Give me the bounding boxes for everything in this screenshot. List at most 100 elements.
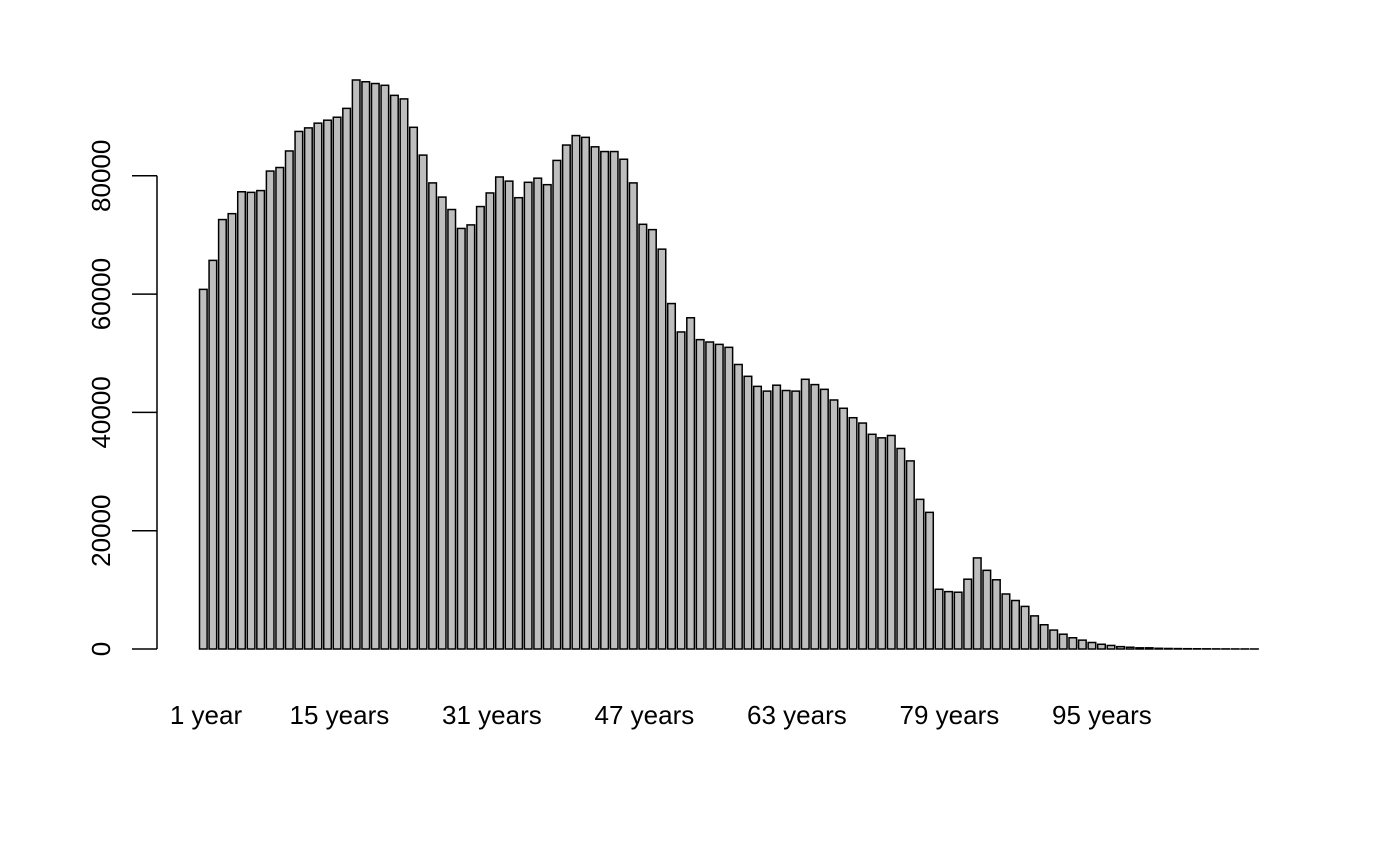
y-tick-label: 40000 [86,376,116,448]
bar [523,181,533,650]
bar [1058,633,1068,650]
x-tick-label: 1 year [170,700,243,730]
bar [772,384,782,650]
bar [848,416,858,650]
bar [982,569,992,650]
bar [886,434,896,650]
bar [762,390,772,650]
bar [838,407,849,650]
bar [924,511,935,650]
bar [428,182,438,650]
bar [504,180,514,650]
bar [657,248,667,650]
bar [686,317,696,650]
bar [1096,643,1107,650]
y-tick-label: 80000 [86,140,116,212]
bar [370,82,380,650]
bar [580,136,591,650]
bar [542,183,552,650]
bar [1135,647,1145,650]
bar [1144,647,1154,650]
bar [332,116,342,650]
bar [571,134,581,650]
bar [638,223,648,650]
x-tick-label: 79 years [900,700,1000,730]
bar [1163,647,1173,650]
bar [1049,629,1059,650]
bar [265,170,275,650]
x-tick-label: 95 years [1052,700,1152,730]
bar [991,579,1001,650]
bar [829,399,839,650]
bar [313,122,323,650]
bar [619,158,629,650]
bar [609,150,619,650]
bar [198,288,208,650]
bar [963,578,973,650]
bar [714,343,724,650]
bar [533,177,543,650]
bar [456,227,466,650]
bar [867,433,877,650]
bar [858,422,868,650]
bar [1106,644,1116,650]
bar [896,447,906,650]
bar [905,460,915,650]
bar [561,144,571,650]
y-tick-label: 20000 [86,495,116,567]
bar [294,130,304,650]
bar [915,498,925,650]
x-tick-label: 47 years [595,700,695,730]
bar [590,146,600,650]
bar [380,84,390,650]
bar [733,363,743,650]
bar [953,591,963,650]
bar [1087,641,1097,650]
bar [600,150,610,650]
bar [361,81,371,650]
bar [418,154,428,650]
bar [676,331,686,650]
y-tick-label: 60000 [86,258,116,330]
bar [628,182,638,650]
bar [724,346,734,650]
bar [342,107,352,650]
bar [437,196,447,650]
bar [705,341,715,650]
bar [695,338,705,650]
bar [399,98,409,650]
bar [246,191,256,650]
bar [475,205,485,650]
bar [781,389,791,650]
bar [552,159,562,650]
bar [791,390,801,650]
bar [514,196,524,650]
bar [208,259,218,650]
bar [1030,615,1040,650]
y-tick-label: 0 [86,642,116,656]
bars-group [198,79,1259,650]
bar [1010,599,1021,650]
bar [236,191,247,650]
bar [217,218,227,650]
bar [752,385,763,650]
bar [1125,646,1135,650]
bar [1001,593,1011,650]
bar [1077,639,1087,650]
bar [275,166,285,650]
bar [1154,647,1164,650]
x-tick-label: 31 years [442,700,542,730]
bar [810,383,820,650]
bar [647,228,657,650]
y-axis: 0 20000 40000 60000 80000 [86,140,158,656]
bar [466,224,476,650]
bar [877,437,887,650]
bar [447,208,457,650]
bar [303,127,313,650]
bar [743,375,753,650]
bar [1020,605,1030,650]
bar [389,94,399,650]
bar [819,388,829,650]
bar [284,150,294,650]
